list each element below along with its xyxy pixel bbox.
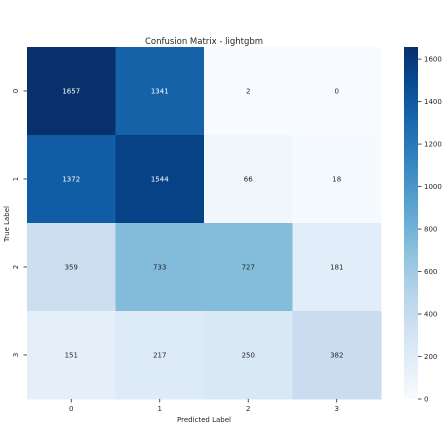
heatmap-cell [27,311,116,400]
heatmap-cell [292,47,382,136]
heatmap-cell [115,311,205,400]
heatmap-cell [292,223,382,312]
heatmap-cell-labels: 1657 1341 2 0 1372 1544 66 18 359 733 727 181 151 217… [62,88,343,360]
colorbar-tick-label: 600 [424,268,437,276]
heatmap-cell [292,311,382,400]
y-tick-label: 0 [12,89,20,93]
cell-value-label: 359 [65,264,78,272]
colorbar-tick-label: 400 [424,311,437,319]
heatmap-cell [27,223,116,312]
x-tick-label: 1 [158,405,162,413]
x-tick-label: 3 [335,405,339,413]
cell-value-label: 250 [242,352,255,360]
heatmap-cell [27,47,116,136]
colorbar-ticks: 0 200 400 600 800 1000 1200 1400 1600 [418,56,442,404]
cell-value-label: 0 [335,88,339,96]
y-tick-label: 1 [12,177,20,181]
y-axis: 0 1 2 3 [12,89,27,357]
y-axis-label: True Label [3,206,11,243]
heatmap-cell [292,135,382,224]
cell-value-label: 382 [330,352,343,360]
cell-value-label: 2 [246,88,250,96]
heatmap-cell [204,311,293,400]
heatmap-cells [27,47,382,400]
colorbar-tick-label: 1600 [424,56,442,64]
heatmap-cell [204,135,293,224]
x-axis-label: Predicted Label [177,416,231,424]
colorbar-tick-label: 800 [424,226,437,234]
colorbar-tick-label: 1200 [424,141,442,149]
x-axis: 0 1 2 3 [69,399,339,413]
colorbar-tick-label: 1000 [424,183,442,191]
colorbar [404,47,418,399]
colorbar-tick-label: 200 [424,353,437,361]
cell-value-label: 1341 [151,88,169,96]
y-tick-label: 2 [12,265,20,269]
cell-value-label: 727 [242,264,255,272]
colorbar-tick-label: 0 [424,396,428,404]
cell-value-label: 733 [153,264,166,272]
heatmap-cell [115,223,205,312]
x-tick-label: 2 [246,405,250,413]
chart-title: Confusion Matrix - lightgbm [145,37,263,47]
cell-value-label: 181 [330,264,343,272]
heatmap-cell [204,47,293,136]
cell-value-label: 1372 [62,176,80,184]
heatmap-cell [204,223,293,312]
cell-value-label: 1544 [151,176,169,184]
cell-value-label: 66 [244,176,253,184]
cell-value-label: 217 [153,352,166,360]
heatmap-cell [27,135,116,224]
cell-value-label: 1657 [62,88,80,96]
x-tick-label: 0 [69,405,73,413]
cell-value-label: 151 [65,352,78,360]
y-tick-label: 3 [12,353,20,357]
colorbar-tick-label: 1400 [424,98,442,106]
heatmap-cell [115,47,205,136]
cell-value-label: 18 [332,176,341,184]
heatmap-cell [115,135,205,224]
